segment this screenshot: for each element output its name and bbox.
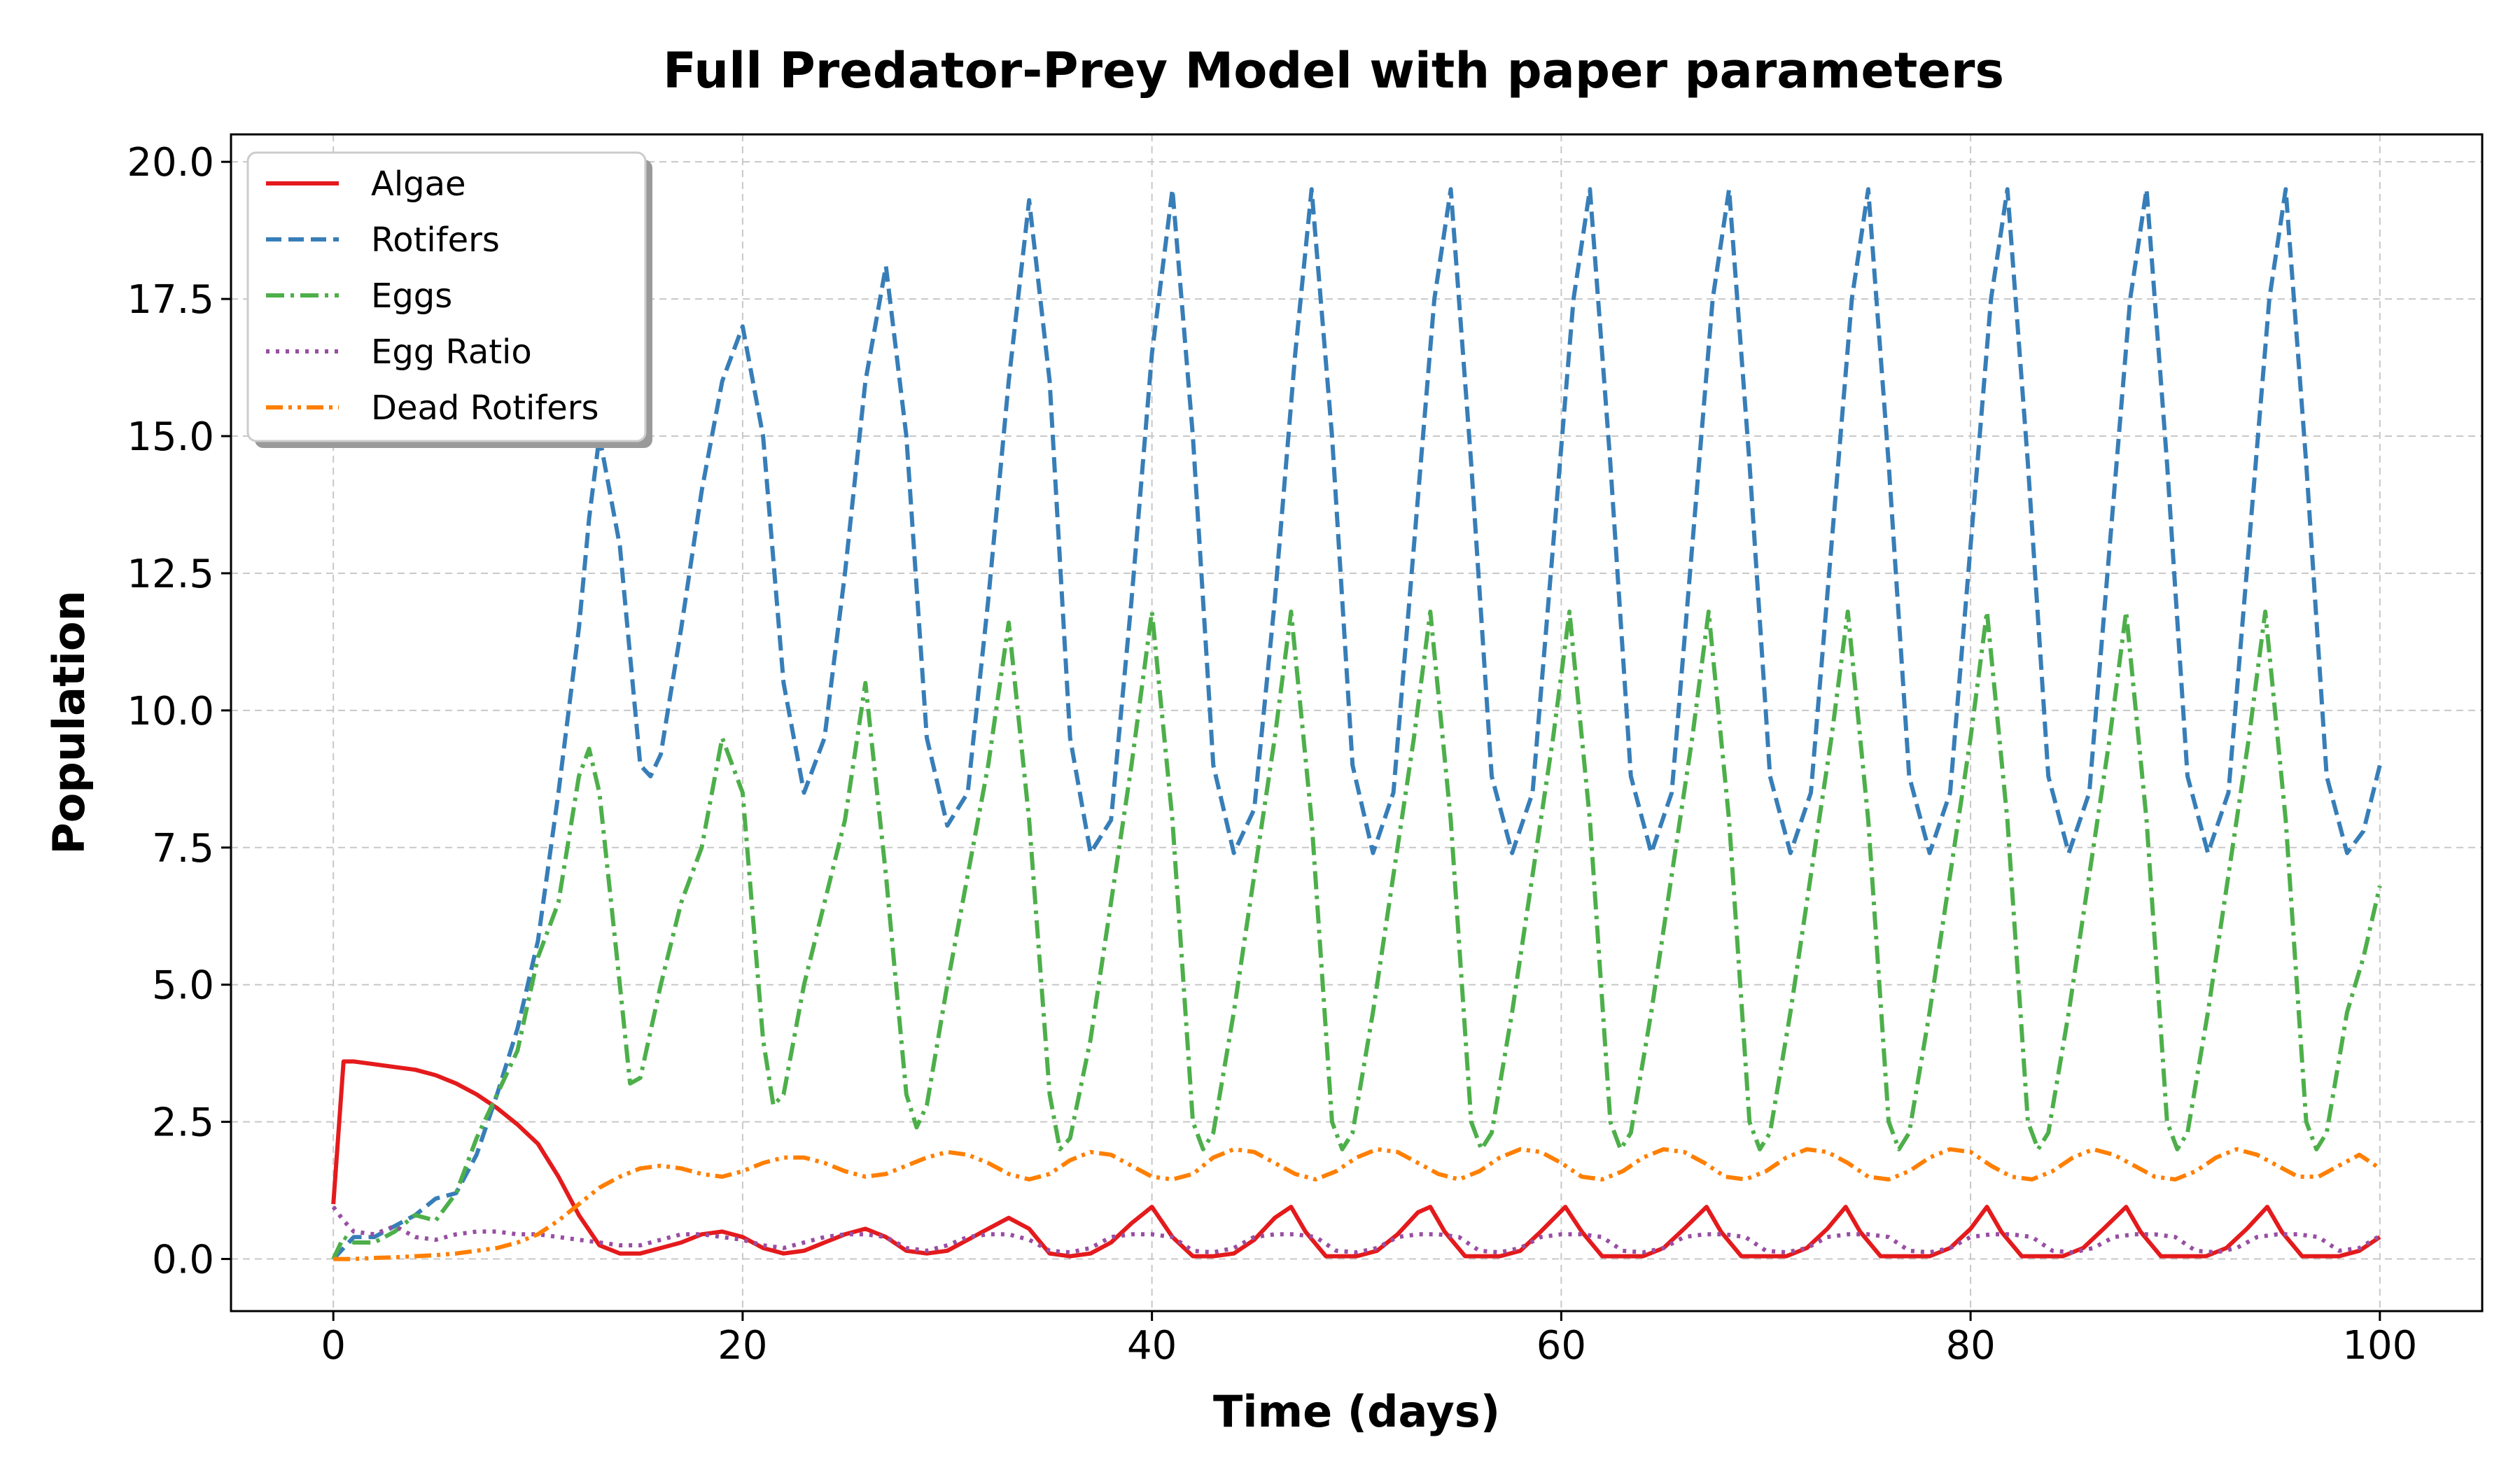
chart-title: Full Predator-Prey Model with paper para… <box>663 42 2004 99</box>
series-line-rotifers <box>332 187 2382 1261</box>
series-line-egg-ratio <box>331 1205 2381 1255</box>
y-tick-label: 10.0 <box>127 689 214 734</box>
legend-label: Egg Ratio <box>371 332 532 372</box>
x-axis-ticks: 0 20 40 60 80 100 <box>321 1311 2417 1368</box>
y-tick-label: 12.5 <box>127 552 214 597</box>
x-tick-label: 0 <box>321 1323 346 1368</box>
y-tick-label: 20.0 <box>127 140 214 186</box>
legend-items: Algae Rotifers Eggs Egg Ratio Dead Rotifers <box>266 164 599 428</box>
series-line-algae <box>331 1059 2381 1259</box>
legend-box <box>246 151 647 442</box>
x-axis-label: Time (days) <box>1213 1386 1500 1437</box>
y-tick-label: 17.5 <box>127 277 214 323</box>
x-tick-label: 60 <box>1536 1323 1586 1368</box>
y-tick-label: 15.0 <box>127 414 214 460</box>
y-tick-label: 5.0 <box>152 963 214 1009</box>
plot-frame <box>230 133 2484 1312</box>
y-axis-label: Population <box>43 590 94 854</box>
y-tick-label: 0.0 <box>152 1238 214 1283</box>
series-line-eggs <box>331 609 2382 1260</box>
legend-label: Dead Rotifers <box>371 388 599 428</box>
y-tick-label: 2.5 <box>152 1100 214 1146</box>
legend: Algae Rotifers Eggs Egg Ratio Dead Rotifers <box>246 151 652 448</box>
legend-label: Eggs <box>371 276 452 316</box>
legend-label: Algae <box>371 164 466 204</box>
y-tick-label: 7.5 <box>152 826 214 872</box>
x-tick-label: 80 <box>1945 1323 1995 1368</box>
plot-area-series <box>331 187 2382 1261</box>
legend-label: Rotifers <box>371 220 500 260</box>
x-tick-label: 100 <box>2342 1323 2417 1368</box>
x-tick-label: 20 <box>718 1323 767 1368</box>
x-tick-label: 40 <box>1127 1323 1177 1368</box>
y-axis-ticks: 0.0 2.5 5.0 7.5 10.0 12.5 15.0 17.5 20.0 <box>127 140 231 1283</box>
